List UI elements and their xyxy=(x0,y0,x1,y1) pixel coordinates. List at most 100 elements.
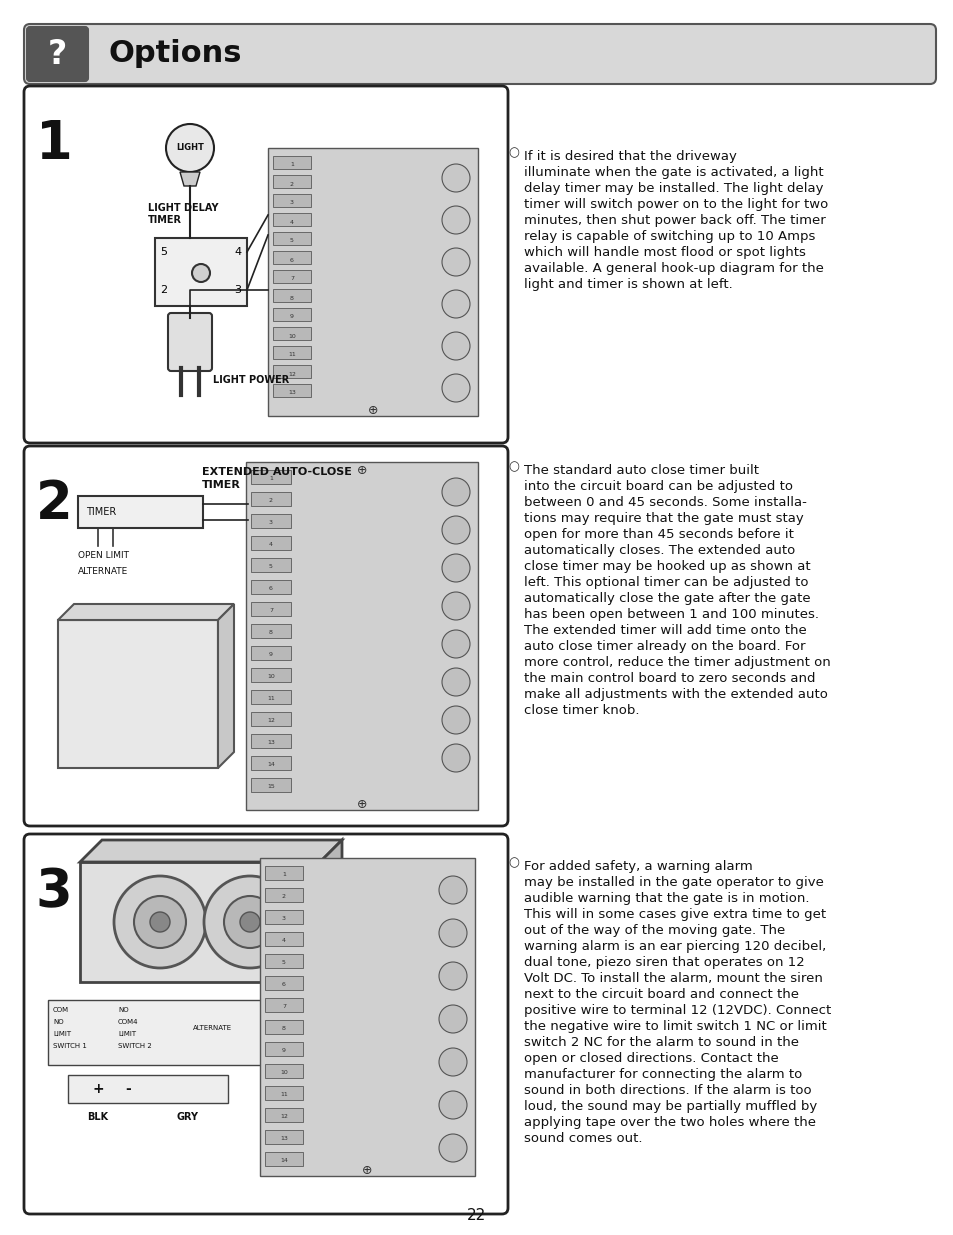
Text: make all adjustments with the extended auto: make all adjustments with the extended a… xyxy=(523,688,827,701)
Text: 3: 3 xyxy=(290,200,294,205)
Text: 3: 3 xyxy=(269,520,273,526)
Text: the main control board to zero seconds and: the main control board to zero seconds a… xyxy=(523,672,815,685)
FancyBboxPatch shape xyxy=(251,756,291,769)
Text: Options: Options xyxy=(108,40,241,68)
Circle shape xyxy=(441,706,470,734)
Text: 3: 3 xyxy=(35,866,72,918)
Circle shape xyxy=(441,516,470,543)
Circle shape xyxy=(441,248,470,275)
Text: ⊕: ⊕ xyxy=(356,463,367,477)
Text: 10: 10 xyxy=(280,1071,288,1076)
FancyBboxPatch shape xyxy=(265,976,303,990)
Text: open or closed directions. Contact the: open or closed directions. Contact the xyxy=(523,1052,778,1065)
Text: between 0 and 45 seconds. Some installa-: between 0 and 45 seconds. Some installa- xyxy=(523,496,806,509)
Text: ⊕: ⊕ xyxy=(356,799,367,811)
Polygon shape xyxy=(319,840,341,982)
FancyBboxPatch shape xyxy=(48,1000,268,1065)
FancyBboxPatch shape xyxy=(265,910,303,924)
FancyBboxPatch shape xyxy=(24,834,507,1214)
Text: NO: NO xyxy=(53,1019,64,1025)
Circle shape xyxy=(438,1134,467,1162)
Text: The extended timer will add time onto the: The extended timer will add time onto th… xyxy=(523,624,806,637)
Text: SWITCH 1: SWITCH 1 xyxy=(53,1044,87,1049)
Text: 5: 5 xyxy=(282,961,286,966)
FancyBboxPatch shape xyxy=(273,327,311,340)
Circle shape xyxy=(133,897,186,948)
FancyBboxPatch shape xyxy=(251,713,291,726)
FancyBboxPatch shape xyxy=(58,620,218,768)
Text: minutes, then shut power back off. The timer: minutes, then shut power back off. The t… xyxy=(523,214,825,227)
Text: 5: 5 xyxy=(269,564,273,569)
Circle shape xyxy=(113,876,206,968)
Text: may be installed in the gate operator to give: may be installed in the gate operator to… xyxy=(523,876,823,889)
Text: 12: 12 xyxy=(267,719,274,724)
Text: 12: 12 xyxy=(288,372,295,377)
Text: This will in some cases give extra time to get: This will in some cases give extra time … xyxy=(523,908,825,921)
Circle shape xyxy=(441,374,470,403)
Circle shape xyxy=(150,911,170,932)
Text: LIMIT: LIMIT xyxy=(118,1031,136,1037)
Circle shape xyxy=(192,264,210,282)
Text: audible warning that the gate is in motion.: audible warning that the gate is in moti… xyxy=(523,892,809,905)
FancyBboxPatch shape xyxy=(154,238,247,306)
Text: 7: 7 xyxy=(290,277,294,282)
Text: TIMER: TIMER xyxy=(86,508,116,517)
Text: loud, the sound may be partially muffled by: loud, the sound may be partially muffled… xyxy=(523,1100,817,1113)
Circle shape xyxy=(441,164,470,191)
Polygon shape xyxy=(80,840,341,862)
Text: positive wire to terminal 12 (12VDC). Connect: positive wire to terminal 12 (12VDC). Co… xyxy=(523,1004,830,1016)
Text: 8: 8 xyxy=(290,295,294,300)
FancyBboxPatch shape xyxy=(273,251,311,264)
Circle shape xyxy=(441,290,470,317)
Text: 2: 2 xyxy=(282,894,286,899)
Text: 11: 11 xyxy=(280,1093,288,1098)
Text: auto close timer already on the board. For: auto close timer already on the board. F… xyxy=(523,640,804,653)
Text: close timer knob.: close timer knob. xyxy=(523,704,639,718)
Circle shape xyxy=(441,630,470,658)
Text: light and timer is shown at left.: light and timer is shown at left. xyxy=(523,278,732,291)
Circle shape xyxy=(438,1049,467,1076)
Text: 2: 2 xyxy=(290,182,294,186)
Text: COM: COM xyxy=(53,1007,69,1013)
Text: Volt DC. To install the alarm, mount the siren: Volt DC. To install the alarm, mount the… xyxy=(523,972,822,986)
Text: TIMER: TIMER xyxy=(202,480,240,490)
FancyBboxPatch shape xyxy=(251,471,291,484)
FancyBboxPatch shape xyxy=(265,953,303,968)
FancyBboxPatch shape xyxy=(265,1042,303,1056)
Text: 9: 9 xyxy=(269,652,273,657)
FancyBboxPatch shape xyxy=(24,446,507,826)
Text: 4: 4 xyxy=(282,939,286,944)
Circle shape xyxy=(441,206,470,233)
Text: relay is capable of switching up to 10 Amps: relay is capable of switching up to 10 A… xyxy=(523,230,815,243)
FancyBboxPatch shape xyxy=(80,862,319,982)
Text: 5: 5 xyxy=(290,238,294,243)
Text: ⊕: ⊕ xyxy=(361,1165,372,1177)
Text: 1: 1 xyxy=(35,119,72,170)
Text: 8: 8 xyxy=(282,1026,286,1031)
Text: NO: NO xyxy=(118,1007,129,1013)
Text: manufacturer for connecting the alarm to: manufacturer for connecting the alarm to xyxy=(523,1068,801,1081)
FancyBboxPatch shape xyxy=(251,778,291,792)
Circle shape xyxy=(438,876,467,904)
FancyBboxPatch shape xyxy=(246,462,477,810)
Text: illuminate when the gate is activated, a light: illuminate when the gate is activated, a… xyxy=(523,165,822,179)
Text: 1: 1 xyxy=(282,872,286,878)
Text: 13: 13 xyxy=(267,741,274,746)
Text: BLK: BLK xyxy=(88,1112,109,1123)
Text: out of the way of the moving gate. The: out of the way of the moving gate. The xyxy=(523,924,784,937)
Text: 11: 11 xyxy=(267,697,274,701)
FancyBboxPatch shape xyxy=(251,492,291,506)
Text: warning alarm is an ear piercing 120 decibel,: warning alarm is an ear piercing 120 dec… xyxy=(523,940,825,953)
FancyBboxPatch shape xyxy=(260,858,475,1176)
FancyBboxPatch shape xyxy=(265,888,303,902)
FancyBboxPatch shape xyxy=(251,601,291,616)
FancyBboxPatch shape xyxy=(251,646,291,659)
Text: COM4: COM4 xyxy=(118,1019,138,1025)
Text: ALTERNATE: ALTERNATE xyxy=(78,568,128,577)
FancyBboxPatch shape xyxy=(265,1152,303,1166)
Polygon shape xyxy=(180,172,200,186)
Text: 2: 2 xyxy=(160,285,168,295)
Circle shape xyxy=(441,555,470,582)
Text: timer will switch power on to the light for two: timer will switch power on to the light … xyxy=(523,198,827,211)
FancyBboxPatch shape xyxy=(268,148,477,416)
